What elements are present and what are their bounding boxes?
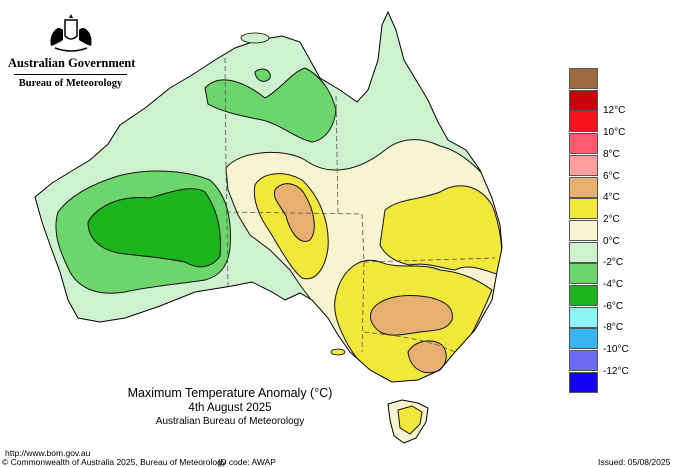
border-sa-vic-nsw xyxy=(361,261,365,353)
map-agency: Australian Bureau of Meteorology xyxy=(155,416,305,427)
cool-minus-two-to-minus-four-region-north xyxy=(204,67,337,143)
legend-swatch xyxy=(569,306,598,328)
legend-label: 2°C xyxy=(603,213,620,225)
kangaroo-island xyxy=(330,348,346,356)
legend-label: -2°C xyxy=(603,257,624,269)
legend-swatch xyxy=(569,328,598,350)
coat-of-arms-icon xyxy=(50,14,91,52)
legend-swatch xyxy=(569,176,598,198)
map-title-block: Maximum Temperature Anomaly (°C) 4th Aug… xyxy=(100,386,360,427)
legend-label: 4°C xyxy=(603,192,620,204)
legend-swatch xyxy=(569,263,598,285)
header-divider xyxy=(14,74,127,75)
government-header: Australian Government Bureau of Meteorol… xyxy=(8,10,136,89)
legend-label: -6°C xyxy=(603,300,624,312)
legend-label: -4°C xyxy=(603,279,624,290)
legend-swatch xyxy=(569,89,598,111)
melville-island xyxy=(240,32,270,44)
copyright-text: © Commonwealth of Australia 2025, Bureau… xyxy=(2,457,227,467)
border-wa-nt-sa xyxy=(224,57,229,287)
legend-label: -12°C xyxy=(603,365,629,377)
legend-label: 6°C xyxy=(603,170,620,182)
website-link[interactable]: http://www.bom.gov.au xyxy=(5,448,91,458)
cool-minus-two-to-minus-four-region-small xyxy=(254,68,271,82)
legend-swatch xyxy=(569,371,598,393)
footer-bar: © Commonwealth of Australia 2025, Bureau… xyxy=(0,456,680,467)
border-sa-qld-nsw xyxy=(361,213,365,263)
australia-coastline xyxy=(34,10,503,383)
border-nsw-vic xyxy=(363,331,456,353)
hot-four-to-six-region-central xyxy=(273,183,315,242)
map-date: 4th August 2025 xyxy=(188,402,272,414)
tasmania xyxy=(387,399,429,444)
issued-date: Issued: 05/08/2025 xyxy=(598,457,671,467)
legend-label: -8°C xyxy=(603,322,624,334)
hot-four-to-six-region-south xyxy=(369,295,453,336)
border-qld-nsw xyxy=(363,257,496,263)
legend-label: 0°C xyxy=(603,235,620,247)
bureau-name: Bureau of Meteorology xyxy=(18,78,123,89)
legend-swatch xyxy=(569,219,598,241)
state-borders xyxy=(224,57,496,353)
legend-swatch xyxy=(569,68,598,89)
tasmania-warm-region xyxy=(397,405,423,435)
border-nt-sa xyxy=(225,211,363,215)
legend-label: 8°C xyxy=(603,148,620,160)
legend-swatch xyxy=(569,285,598,306)
border-nt-qld xyxy=(335,95,339,215)
legend-swatch xyxy=(569,111,598,133)
legend-swatch xyxy=(569,241,598,263)
government-name: Australian Government xyxy=(8,56,136,70)
legend-label: 10°C xyxy=(603,127,626,139)
cool-minus-four-to-minus-six-region-west xyxy=(87,188,221,268)
legend-swatch xyxy=(569,198,598,220)
legend-swatch xyxy=(569,350,598,372)
legend-swatch xyxy=(569,133,598,155)
id-code: ID code: AWAP xyxy=(218,457,276,467)
map-title: Maximum Temperature Anomaly (°C) xyxy=(127,386,333,400)
legend-label: -10°C xyxy=(603,344,629,356)
legend-label: 12°C xyxy=(603,105,626,117)
legend-swatch xyxy=(569,154,598,176)
